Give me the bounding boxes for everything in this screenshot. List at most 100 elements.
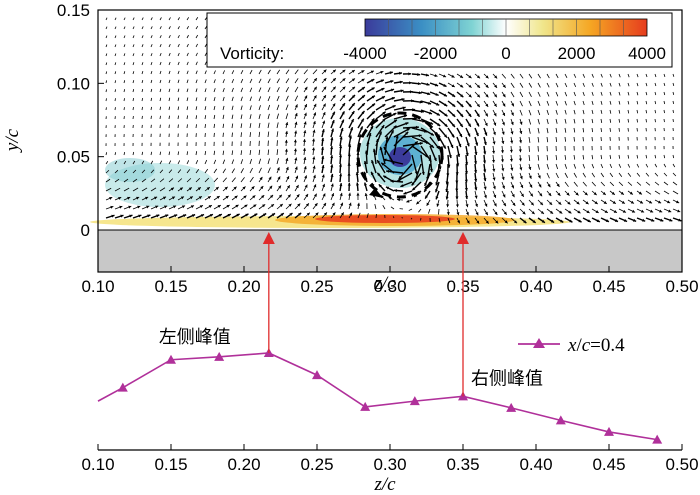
velocity-arrow bbox=[393, 127, 411, 138]
velocity-arrowhead bbox=[460, 103, 464, 107]
velocity-arrowhead bbox=[584, 192, 588, 196]
velocity-arrowhead bbox=[276, 167, 280, 171]
velocity-arrow bbox=[645, 181, 651, 186]
velocity-arrowhead bbox=[483, 169, 487, 173]
velocity-arrowhead bbox=[513, 220, 518, 224]
velocity-arrow bbox=[168, 70, 171, 75]
velocity-arrowhead bbox=[442, 145, 446, 149]
velocity-arrow bbox=[186, 88, 189, 93]
velocity-arrowhead bbox=[313, 95, 317, 99]
velocity-arrowhead bbox=[493, 194, 497, 198]
velocity-arrowhead bbox=[560, 219, 564, 223]
velocity-arrow bbox=[276, 158, 279, 165]
velocity-arrowhead bbox=[180, 196, 185, 200]
velocity-arrowhead bbox=[460, 94, 464, 98]
velocity-arrow bbox=[213, 150, 216, 156]
velocity-arrowhead bbox=[330, 173, 334, 177]
velocity-arrowhead bbox=[331, 120, 335, 124]
velocity-arrowhead bbox=[305, 193, 309, 198]
velocity-arrowhead bbox=[348, 135, 352, 139]
velocity-arrow bbox=[627, 181, 633, 186]
velocity-arrow bbox=[618, 91, 621, 96]
top-x-tick-label: 0.50 bbox=[665, 277, 698, 296]
velocity-arrow bbox=[645, 154, 648, 159]
velocity-arrow bbox=[546, 136, 549, 143]
velocity-arrowhead bbox=[538, 184, 542, 188]
velocity-arrow bbox=[285, 113, 289, 120]
velocity-arrowhead bbox=[280, 213, 284, 217]
velocity-arrowhead bbox=[622, 209, 627, 213]
velocity-arrow bbox=[546, 109, 549, 115]
velocity-arrowhead bbox=[465, 196, 469, 200]
velocity-arrow bbox=[663, 154, 666, 159]
velocity-arrowhead bbox=[261, 195, 265, 199]
velocity-arrowhead bbox=[467, 133, 471, 137]
velocity-arrowhead bbox=[303, 112, 307, 116]
velocity-arrow bbox=[564, 181, 569, 187]
velocity-arrowhead bbox=[270, 204, 275, 208]
velocity-arrowhead bbox=[285, 130, 289, 134]
velocity-arrowhead bbox=[502, 194, 506, 198]
velocity-arrow bbox=[564, 82, 568, 88]
velocity-arrow bbox=[195, 52, 198, 57]
velocity-arrowhead bbox=[397, 178, 401, 182]
velocity-arrowhead bbox=[501, 176, 505, 181]
velocity-arrow bbox=[114, 160, 118, 165]
velocity-arrowhead bbox=[403, 114, 407, 118]
velocity-arrow bbox=[519, 109, 523, 116]
bottom-x-axis: 0.10 0.15 0.20 0.25 0.30 0.35 0.40 0.45 0.50 bbox=[81, 444, 699, 474]
velocity-arrowhead bbox=[340, 202, 344, 206]
velocity-arrowhead bbox=[632, 218, 637, 222]
velocity-arrowhead bbox=[234, 195, 238, 199]
velocity-arrow bbox=[402, 142, 423, 147]
velocity-arrowhead bbox=[368, 133, 372, 137]
velocity-arrow bbox=[600, 82, 603, 87]
velocity-arrow bbox=[159, 44, 162, 48]
top-y-tick-label: 0.05 bbox=[57, 148, 90, 167]
velocity-arrowhead bbox=[425, 195, 428, 199]
top-x-tick-label: 0.25 bbox=[300, 277, 333, 296]
velocity-arrow bbox=[411, 154, 418, 175]
velocity-arrowhead bbox=[418, 134, 422, 138]
velocity-arrowhead bbox=[493, 94, 497, 98]
velocity-arrowhead bbox=[360, 118, 364, 122]
velocity-arrow bbox=[123, 53, 126, 57]
velocity-arrowhead bbox=[540, 210, 544, 214]
velocity-arrow bbox=[537, 82, 541, 88]
velocity-arrowhead bbox=[339, 192, 343, 196]
velocity-arrow bbox=[231, 150, 234, 156]
velocity-arrowhead bbox=[294, 157, 298, 161]
velocity-arrowhead bbox=[189, 196, 193, 200]
colorbar-tick-label: -4000 bbox=[343, 44, 386, 63]
velocity-arrow bbox=[582, 181, 587, 187]
velocity-arrowhead bbox=[127, 196, 131, 200]
velocity-arrow bbox=[591, 172, 596, 178]
velocity-arrowhead bbox=[303, 130, 307, 134]
velocity-arrowhead bbox=[474, 161, 478, 165]
velocity-arrowhead bbox=[474, 178, 478, 182]
velocity-arrowhead bbox=[312, 156, 316, 160]
velocity-arrow bbox=[276, 149, 279, 156]
velocity-arrowhead bbox=[483, 178, 487, 182]
velocity-arrow bbox=[240, 132, 242, 138]
velocity-arrow bbox=[672, 82, 675, 86]
velocity-arrowhead bbox=[474, 195, 478, 199]
velocity-arrow bbox=[150, 178, 156, 183]
velocity-arrow bbox=[186, 34, 189, 39]
velocity-arrow bbox=[258, 113, 261, 120]
velocity-arrow bbox=[573, 181, 578, 187]
velocity-arrowhead bbox=[468, 113, 472, 117]
velocity-arrow bbox=[627, 172, 632, 177]
velocity-arrowhead bbox=[208, 205, 212, 208]
velocity-arrowhead bbox=[426, 82, 430, 86]
velocity-arrow bbox=[627, 118, 629, 123]
velocity-arrow bbox=[141, 17, 144, 21]
vortex-rotation-arrowhead bbox=[369, 188, 383, 198]
velocity-arrowhead bbox=[427, 101, 432, 105]
velocity-arrow bbox=[195, 124, 197, 129]
velocity-arrowhead bbox=[321, 165, 325, 169]
velocity-arrowhead bbox=[361, 95, 365, 99]
top-x-tick-label: 0.15 bbox=[154, 277, 187, 296]
velocity-arrowhead bbox=[521, 202, 525, 206]
velocity-arrowhead bbox=[293, 139, 297, 143]
